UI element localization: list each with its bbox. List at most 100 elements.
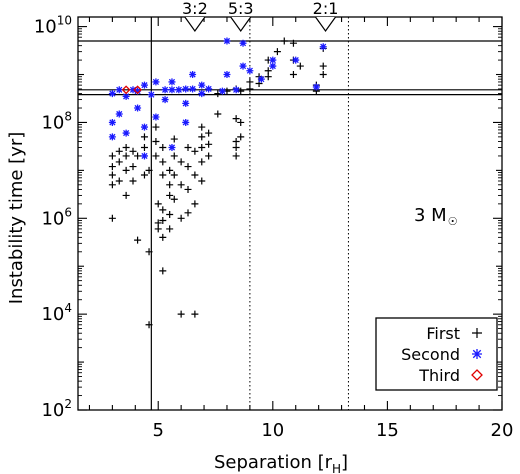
first-marker [198,143,206,151]
first-marker [140,143,148,151]
second-marker [232,86,240,94]
first-marker [159,206,167,214]
second-marker [129,86,137,94]
first-marker [198,177,206,185]
first-marker [152,138,160,146]
first-marker [115,158,123,166]
y-tick-label: 102 [41,397,72,421]
first-marker [205,129,213,137]
first-marker [237,133,245,141]
first-marker [154,219,162,227]
second-marker [312,83,320,91]
first-marker [129,163,137,171]
first-marker [166,181,174,189]
second-marker [223,37,231,45]
first-marker [214,110,222,118]
first-marker [152,152,160,160]
first-marker [115,147,123,155]
first-marker [177,310,185,318]
first-marker [232,143,240,151]
first-marker [184,209,192,217]
first-marker [170,135,178,143]
first-marker [177,158,185,166]
second-marker [108,90,116,98]
first-marker [170,171,178,179]
first-marker [154,200,162,208]
second-marker [115,110,123,118]
first-marker [319,71,327,79]
first-marker [264,67,272,75]
second-marker [198,81,206,89]
first-marker [166,191,174,199]
second-marker [122,92,130,100]
first-marker [108,163,116,171]
first-marker [170,152,178,160]
first-marker [289,39,297,47]
first-marker [280,37,288,45]
first-marker [140,133,148,141]
first-marker [145,166,153,174]
first-marker [191,171,199,179]
resonance-label: 2:1 [313,0,339,18]
resonance-label: 3:2 [182,0,208,18]
first-marker [246,78,254,86]
second-marker [182,85,190,93]
first-marker [152,123,160,131]
second-marker [152,113,160,121]
second-marker [122,129,130,137]
y-tick-label: 108 [41,109,72,133]
first-marker [134,152,142,160]
second-marker [472,349,482,359]
first-marker [205,152,213,160]
first-marker [129,147,137,155]
x-axis-label: Separation [rH] [214,452,348,474]
legend-label-first: First [426,324,460,343]
resonance-marker [315,16,337,33]
resonance-marker [184,16,206,33]
second-marker [182,118,190,126]
x-tick-label: 5 [152,420,163,441]
data-points [108,37,327,329]
first-marker [232,115,240,123]
second-marker [239,62,247,70]
first-marker [184,163,192,171]
first-marker [205,140,213,148]
first-marker [472,328,482,338]
second-marker [161,96,169,104]
x-axis-label-subscript: H [332,462,341,474]
first-marker [159,233,167,241]
first-marker [108,171,116,179]
second-marker [140,152,148,160]
first-marker [166,166,174,174]
first-marker [108,152,116,160]
second-marker [115,86,123,94]
second-marker [140,123,148,131]
first-marker [198,133,206,141]
first-marker [191,310,199,318]
second-marker [239,39,247,47]
second-marker [182,99,190,107]
first-marker [319,62,327,70]
series-first [108,37,327,329]
first-marker [198,158,206,166]
y-tick-label: 104 [41,301,72,325]
first-marker [177,214,185,222]
first-marker [191,200,199,208]
legend-label-second: Second [401,345,460,364]
first-marker [159,158,167,166]
second-marker [140,81,148,89]
second-marker [108,133,116,141]
first-marker [237,118,245,126]
series-third [121,85,143,95]
first-marker [159,143,167,151]
first-marker [122,152,130,160]
first-marker [166,210,174,218]
second-marker [189,71,197,79]
resonance-label: 5:3 [228,0,254,18]
first-marker [154,225,162,233]
second-marker [257,75,265,83]
first-marker [177,181,185,189]
second-marker [175,86,183,94]
second-marker [134,104,142,112]
